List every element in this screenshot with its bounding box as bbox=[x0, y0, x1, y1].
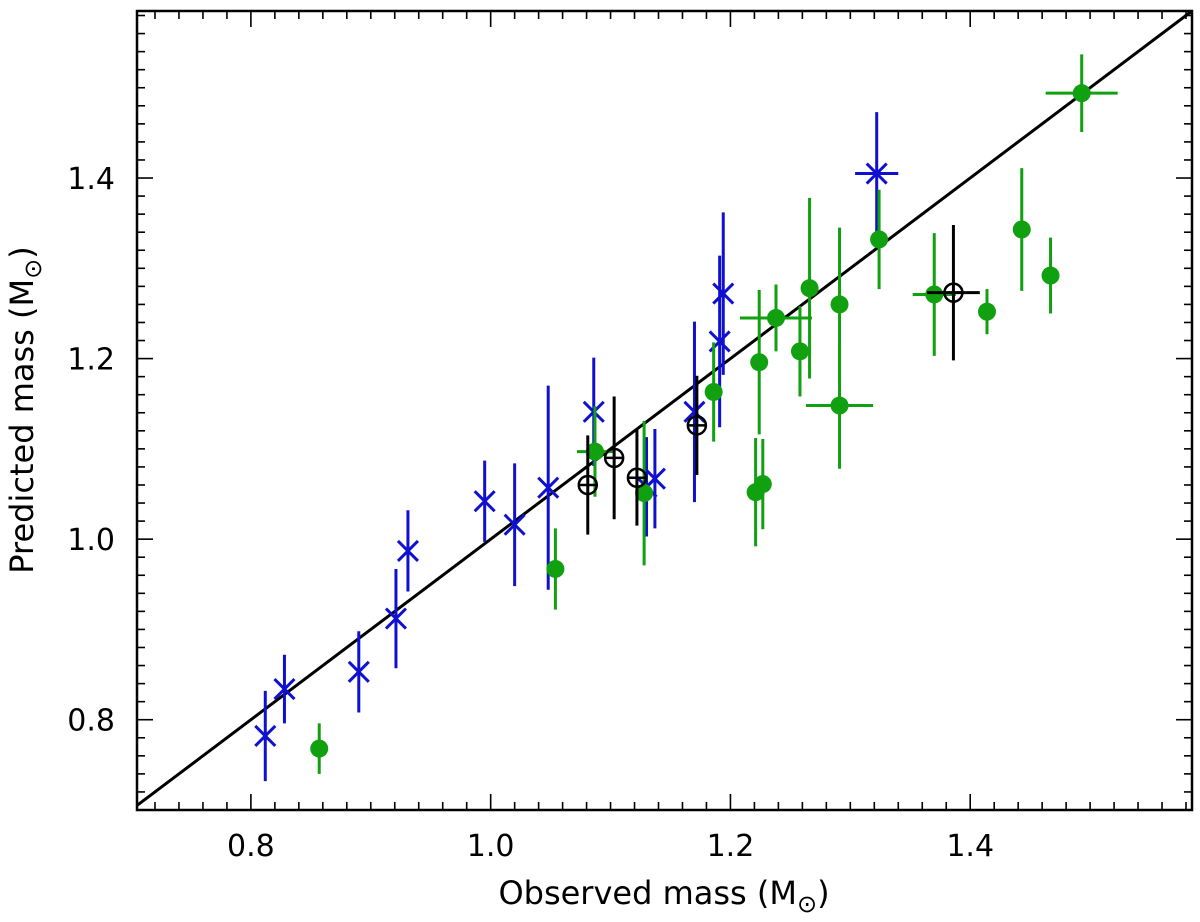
dot-marker bbox=[753, 475, 772, 494]
black-open-circle-point bbox=[927, 224, 980, 361]
dot-marker bbox=[977, 302, 996, 321]
open-circle-marker bbox=[603, 447, 625, 469]
green-dot-point bbox=[1045, 54, 1118, 132]
blue-cross-point bbox=[855, 112, 899, 235]
black-open-circle-point bbox=[577, 435, 599, 535]
green-dot-point bbox=[635, 420, 654, 566]
dot-marker bbox=[1012, 220, 1031, 239]
x-axis-label: Observed mass (M⊙) bbox=[498, 874, 829, 918]
dot-marker bbox=[800, 279, 819, 298]
x-tick-label: 1.2 bbox=[707, 829, 755, 864]
dot-marker bbox=[546, 559, 565, 578]
dot-marker bbox=[585, 442, 604, 461]
dot-marker bbox=[830, 396, 849, 415]
dot-marker bbox=[925, 285, 944, 304]
green-dot-point bbox=[750, 289, 769, 435]
y-tick-label: 0.8 bbox=[67, 704, 115, 739]
green-dot-point bbox=[977, 289, 996, 335]
blue-cross-point bbox=[347, 631, 370, 713]
green-dot-point bbox=[800, 197, 819, 379]
y-axis-label: Predicted mass (M⊙) bbox=[3, 246, 47, 573]
y-tick-label: 1.2 bbox=[67, 343, 115, 378]
cross-marker-stroke bbox=[396, 539, 420, 562]
x-tick-label: 1.0 bbox=[467, 829, 515, 864]
blue-cross-point bbox=[254, 690, 277, 782]
black-open-circle-point bbox=[603, 396, 625, 520]
open-circle-marker bbox=[686, 415, 708, 436]
green-dot-point bbox=[753, 438, 772, 530]
cross-marker-stroke bbox=[683, 400, 706, 423]
green-dot-point bbox=[790, 306, 809, 397]
open-circle-marker bbox=[577, 474, 599, 496]
plot-frame bbox=[135, 9, 1194, 812]
cross-marker-stroke bbox=[384, 607, 408, 630]
dot-marker bbox=[870, 230, 889, 249]
x-tick-label: 0.8 bbox=[227, 829, 275, 864]
dot-marker bbox=[310, 739, 329, 758]
tick-marks bbox=[137, 11, 1192, 810]
cross-marker-stroke bbox=[473, 490, 496, 513]
dot-marker bbox=[766, 308, 785, 327]
cross-marker-stroke bbox=[347, 660, 370, 683]
y-axis-closing-paren: ) bbox=[3, 246, 41, 258]
green-dot-point bbox=[1012, 168, 1031, 291]
green-dot-point bbox=[1041, 237, 1060, 314]
reference-line-group bbox=[136, 9, 1193, 807]
blue-cross-point bbox=[537, 385, 560, 590]
blue-cross-point bbox=[683, 321, 706, 503]
black-open-circle-point bbox=[686, 375, 708, 476]
cross-marker-stroke bbox=[503, 513, 526, 536]
cross-marker-stroke bbox=[254, 724, 277, 748]
tick-labels: 0.8 1.0 1.2 1.4 0.8 1.0 1.2 1.4 bbox=[67, 162, 994, 864]
cross-marker-stroke bbox=[712, 282, 735, 305]
one-to-one-line bbox=[136, 9, 1193, 807]
green-dot-point bbox=[310, 723, 329, 774]
dot-marker bbox=[830, 295, 849, 314]
dot-marker bbox=[1072, 84, 1091, 103]
blue-cross-point bbox=[273, 654, 296, 724]
green-dot-point bbox=[546, 528, 565, 610]
open-circle-marker bbox=[943, 282, 964, 303]
y-tick-label: 1.0 bbox=[67, 523, 115, 558]
y-axis-sun-symbol: ⊙ bbox=[19, 259, 47, 279]
dot-marker bbox=[790, 342, 809, 361]
cross-marker-stroke bbox=[537, 476, 560, 499]
blue-cross-point bbox=[503, 463, 526, 587]
green-dot-point bbox=[870, 189, 889, 290]
y-axis-label-text: Predicted mass (M bbox=[3, 279, 41, 574]
black-open-circle-point bbox=[626, 429, 648, 526]
blue-cross-point bbox=[473, 460, 496, 542]
x-tick-label: 1.4 bbox=[946, 829, 994, 864]
x-axis-label-text: Observed mass (M bbox=[498, 874, 797, 912]
open-circle-marker bbox=[626, 467, 648, 489]
y-tick-label: 1.4 bbox=[67, 162, 115, 197]
cross-marker-stroke bbox=[273, 677, 296, 701]
blue-cross-point bbox=[712, 212, 735, 375]
green-dot-point bbox=[830, 227, 849, 382]
cross-marker-stroke bbox=[865, 162, 888, 185]
x-axis-sun-symbol: ⊙ bbox=[797, 890, 817, 918]
dot-marker bbox=[1041, 266, 1060, 285]
green-dot-point bbox=[704, 342, 723, 442]
dot-marker bbox=[704, 382, 723, 401]
data-points bbox=[254, 54, 1118, 782]
blue-cross-point bbox=[384, 568, 408, 669]
dot-marker bbox=[750, 353, 769, 372]
blue-cross-point bbox=[396, 510, 420, 592]
green-dot-point bbox=[912, 233, 956, 356]
dot-marker bbox=[635, 484, 654, 503]
x-axis-closing-paren: ) bbox=[817, 874, 829, 912]
